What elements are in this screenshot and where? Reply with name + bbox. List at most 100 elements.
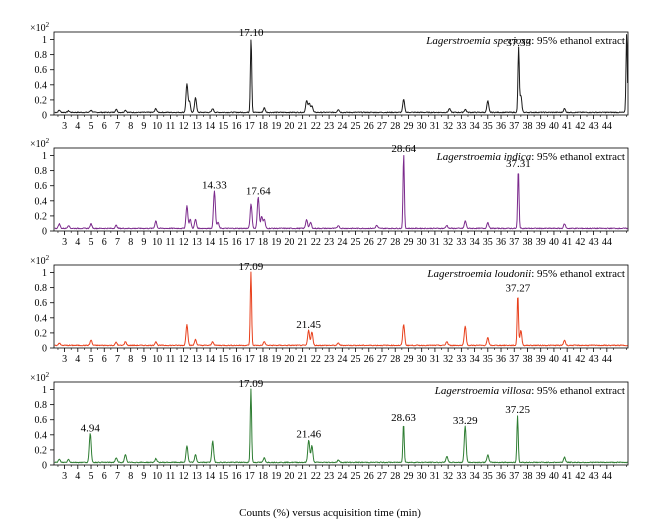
- x-tick-label: 41: [562, 354, 572, 365]
- x-tick-label: 42: [575, 237, 585, 248]
- y-tick-label: 0: [42, 111, 47, 122]
- x-tick-label: 18: [258, 471, 268, 482]
- panel-title: Lagerstroemia speciosa: 95% ethanol extr…: [425, 35, 625, 47]
- x-tick-label: 4: [75, 354, 80, 365]
- y-tick-label: 0.6: [35, 65, 48, 76]
- x-tick-label: 31: [430, 354, 440, 365]
- x-tick-label: 16: [232, 237, 242, 248]
- y-tick-label: 1: [42, 35, 47, 46]
- y-tick-label: 0.2: [35, 211, 48, 222]
- panel-title-species: Lagerstroemia speciosa: [425, 35, 532, 47]
- x-tick-label: 37: [509, 121, 519, 132]
- chromatogram-trace: [54, 388, 628, 464]
- x-tick-label: 7: [115, 471, 120, 482]
- x-tick-label: 16: [232, 354, 242, 365]
- x-tick-label: 19: [271, 354, 281, 365]
- y-tick-label: 0.6: [35, 415, 48, 426]
- x-tick-label: 28: [390, 121, 400, 132]
- x-tick-label: 11: [166, 354, 176, 365]
- x-tick-label: 36: [496, 354, 506, 365]
- x-tick-label: 9: [141, 121, 146, 132]
- x-tick-label: 23: [324, 237, 334, 248]
- y-tick-label: 0.8: [35, 50, 48, 61]
- x-tick-label: 12: [179, 354, 189, 365]
- x-tick-label: 25: [351, 237, 361, 248]
- x-tick-label: 25: [351, 354, 361, 365]
- panel-title-suffix: : 95% ethanol extract: [531, 268, 625, 280]
- panel-title: Lagerstroemia indica: 95% ethanol extrac…: [436, 151, 625, 163]
- y-tick-label: 0.2: [35, 328, 48, 339]
- x-tick-label: 26: [364, 354, 374, 365]
- x-tick-label: 31: [430, 121, 440, 132]
- x-tick-label: 24: [337, 237, 347, 248]
- x-tick-label: 4: [75, 121, 80, 132]
- x-tick-label: 23: [324, 354, 334, 365]
- x-tick-label: 40: [549, 471, 559, 482]
- x-tick-label: 10: [152, 237, 162, 248]
- y-multiplier-exponent: 2: [46, 21, 50, 29]
- x-tick-label: 31: [430, 471, 440, 482]
- x-tick-label: 24: [337, 121, 347, 132]
- x-tick-label: 18: [258, 121, 268, 132]
- y-multiplier: ×102: [30, 371, 50, 384]
- y-tick-label: 0.4: [35, 80, 48, 91]
- x-tick-label: 38: [522, 237, 532, 248]
- x-tick-label: 43: [589, 471, 599, 482]
- x-tick-label: 32: [443, 121, 453, 132]
- panel-title-species: Lagerstroemia indica: [436, 151, 532, 163]
- x-tick-label: 11: [166, 237, 176, 248]
- x-tick-label: 42: [575, 471, 585, 482]
- x-tick-label: 11: [166, 471, 176, 482]
- y-multiplier: ×102: [30, 254, 50, 267]
- x-tick-label: 8: [128, 354, 133, 365]
- x-tick-label: 40: [549, 121, 559, 132]
- x-tick-label: 6: [102, 237, 107, 248]
- x-tick-label: 13: [192, 471, 202, 482]
- x-tick-label: 32: [443, 471, 453, 482]
- x-tick-label: 9: [141, 354, 146, 365]
- x-tick-label: 21: [298, 471, 308, 482]
- x-tick-label: 30: [417, 121, 427, 132]
- x-tick-label: 14: [205, 121, 215, 132]
- x-tick-label: 36: [496, 471, 506, 482]
- x-tick-label: 14: [205, 471, 215, 482]
- x-tick-label: 34: [470, 121, 480, 132]
- peak-label: 37.27: [505, 283, 530, 295]
- x-tick-label: 35: [483, 237, 493, 248]
- plot-frame: [53, 381, 629, 466]
- y-tick-label: 1: [42, 385, 47, 396]
- x-tick-label: 17: [245, 121, 255, 132]
- x-tick-label: 29: [403, 471, 413, 482]
- x-tick-label: 22: [311, 237, 321, 248]
- x-tick-label: 15: [218, 471, 228, 482]
- x-tick-label: 20: [284, 237, 294, 248]
- x-tick-label: 27: [377, 121, 387, 132]
- x-tick-label: 33: [456, 471, 466, 482]
- y-tick-label: 0.6: [35, 298, 48, 309]
- x-tick-label: 21: [298, 121, 308, 132]
- y-multiplier-exponent: 2: [46, 137, 50, 145]
- x-tick-label: 35: [483, 471, 493, 482]
- x-tick-label: 5: [89, 471, 94, 482]
- x-tick-label: 38: [522, 354, 532, 365]
- x-tick-label: 13: [192, 121, 202, 132]
- x-tick-label: 3: [62, 121, 67, 132]
- plot-frame: [53, 31, 629, 116]
- y-tick-label: 0.2: [35, 95, 48, 106]
- x-tick-label: 28: [390, 471, 400, 482]
- x-tick-label: 40: [549, 237, 559, 248]
- x-tick-label: 34: [470, 354, 480, 365]
- x-tick-label: 16: [232, 121, 242, 132]
- x-tick-label: 24: [337, 471, 347, 482]
- y-tick-label: 0.6: [35, 181, 48, 192]
- peak-label: 28.64: [391, 143, 416, 155]
- y-tick-label: 0.8: [35, 166, 48, 177]
- x-tick-label: 17: [245, 354, 255, 365]
- x-tick-label: 32: [443, 354, 453, 365]
- x-tick-label: 40: [549, 354, 559, 365]
- peak-label: 21.45: [296, 319, 321, 331]
